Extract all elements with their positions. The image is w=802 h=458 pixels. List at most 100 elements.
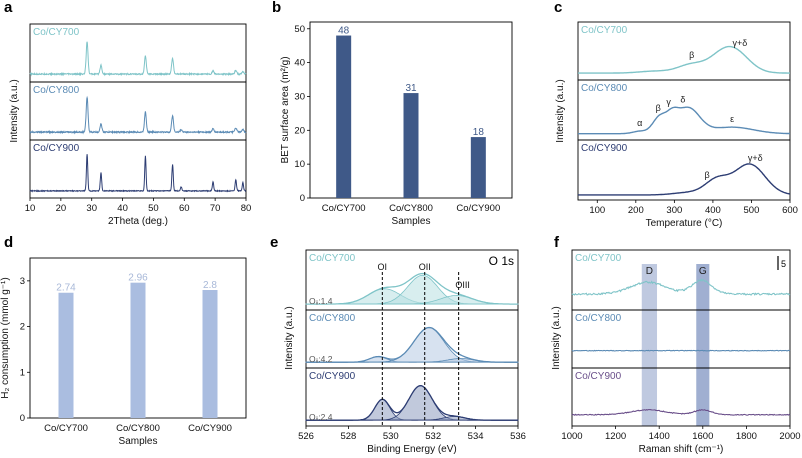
e-component-peak (305, 385, 519, 421)
panel-f: D G Co/CY700 Co/CY800 Co/CY900 1000 1200 1400 16… (551, 234, 801, 455)
b-ytick-label: 20 (294, 125, 305, 136)
c-peak-annotation: β (705, 170, 710, 180)
c-peak-annotation: ε (730, 114, 734, 124)
f-xtick-label: 1600 (692, 431, 713, 442)
e-envelope-line (306, 326, 518, 363)
f-series-label: Co/CY700 (575, 253, 622, 264)
b-ytick-label: 40 (294, 58, 305, 69)
c-xtick-label: 300 (666, 205, 682, 216)
c-subplot-frame (577, 139, 791, 201)
f-ylabel: Intensity (a.u.) (551, 306, 562, 369)
c-peak-annotation: β (689, 50, 694, 60)
b-bar-value-label: 18 (473, 127, 485, 138)
d-bar-value-label: 2.74 (56, 283, 76, 294)
e-xtick-label: 536 (510, 431, 526, 442)
panel-a: Co/CY700 Co/CY800 Co/CY900 10 20 30 40 50 60 70 80… (4, 0, 251, 227)
b-bar-value-label: 31 (405, 83, 417, 94)
d-category-label: Co/CY900 (188, 423, 232, 434)
e-component-peak (305, 274, 519, 305)
panel-label-f: f (554, 234, 560, 251)
c-peak-annotation: γ (666, 97, 671, 107)
d-bar-value-label: 2.8 (203, 280, 217, 291)
a-series-line (29, 154, 247, 193)
panel-label-a: a (4, 0, 13, 16)
e-title: O 1s (489, 254, 514, 268)
panel-d: 0 1 2 3 2.74 Co/CY700 2.96 Co/CY800 2.8 Co/CY900 S… (0, 234, 247, 447)
b-bar (403, 93, 419, 198)
d-bar (202, 290, 218, 418)
e-xtick-label: 528 (340, 431, 356, 442)
c-xtick-label: 400 (705, 205, 721, 216)
a-series-label: Co/CY900 (33, 143, 80, 154)
d-bar-value-label: 2.96 (128, 273, 148, 284)
e-ratio-label: Oᵢᵢ:4.2 (309, 354, 333, 364)
e-xtick-label: 532 (425, 431, 441, 442)
f-xlabel: Raman shift (cm⁻¹) (639, 444, 724, 455)
e-ratio-label: Oᵢᵢ:2.4 (309, 412, 333, 422)
b-ytick-label: 30 (294, 91, 305, 102)
panel-label-b: b (272, 0, 281, 16)
a-xtick-label: 70 (210, 203, 221, 214)
b-bar (336, 35, 352, 199)
e-series-label: Co/CY900 (309, 371, 356, 382)
e-ratio-label: Oᵢᵢ:1.4 (309, 296, 333, 306)
a-xtick-label: 20 (56, 203, 67, 214)
c-xtick-label: 500 (744, 205, 760, 216)
b-ytick-label: 0 (300, 193, 305, 204)
f-xtick-label: 1200 (605, 431, 626, 442)
e-xtick-label: 534 (468, 431, 484, 442)
f-series-label: Co/CY800 (575, 313, 622, 324)
c-xtick-label: 600 (782, 205, 798, 216)
e-envelope-line (306, 272, 518, 305)
d-ytick-label: 0 (20, 413, 25, 424)
e-envelope-line (306, 385, 518, 421)
f-xtick-label: 2000 (779, 431, 800, 442)
c-peak-annotation: δ (680, 95, 685, 105)
a-series-label: Co/CY700 (33, 27, 80, 38)
c-peak-annotation: γ+δ (733, 38, 748, 48)
c-xtick-label: 200 (628, 205, 644, 216)
b-ytick-label: 50 (294, 24, 305, 35)
c-xtick-label: 100 (589, 205, 605, 216)
b-ytick-label: 10 (294, 159, 305, 170)
c-series-line (578, 45, 790, 74)
panel-e: Co/CY700 Oᵢᵢ:1.4 Co/CY800 Oᵢᵢ:4.2 Co/CY900 Oᵢ… (270, 234, 526, 455)
d-ytick-label: 3 (20, 276, 25, 287)
b-xlabel: Samples (392, 216, 431, 227)
b-category-label: Co/CY700 (322, 203, 366, 214)
a-xtick-label: 60 (179, 203, 190, 214)
f-series-label: Co/CY900 (575, 371, 622, 382)
e-series-label: Co/CY700 (309, 253, 356, 264)
b-bar (470, 137, 486, 198)
a-xlabel: 2Theta (deg.) (108, 216, 168, 227)
a-xtick-label: 80 (241, 203, 252, 214)
f-xtick-label: 1400 (649, 431, 670, 442)
b-category-label: Co/CY800 (389, 203, 433, 214)
a-series-line (29, 41, 247, 77)
c-ylabel: Intensity (a.u.) (555, 79, 566, 142)
a-ylabel: Intensity (a.u.) (9, 79, 20, 142)
f-xtick-label: 1000 (561, 431, 582, 442)
panel-label-e: e (270, 234, 278, 251)
d-ylabel: H₂ consumption (mmol g⁻¹) (0, 277, 11, 398)
a-xtick-label: 40 (117, 203, 128, 214)
f-series-line (571, 349, 791, 352)
c-series-label: Co/CY800 (581, 83, 628, 94)
band-G (696, 264, 710, 426)
c-peak-annotation: β (656, 103, 661, 113)
e-reference-label: OIII (455, 280, 470, 290)
d-category-label: Co/CY700 (44, 423, 88, 434)
a-xtick-label: 30 (86, 203, 97, 214)
e-subplot-frame (305, 367, 519, 427)
panel-b: 0 10 20 30 40 50 48 Co/CY700 31 Co/CY800 18 Co/CY90… (272, 0, 513, 227)
e-reference-label: OI (378, 262, 388, 272)
e-ylabel: Intensity (a.u.) (284, 306, 295, 369)
d-category-label: Co/CY800 (116, 423, 160, 434)
a-xtick-label: 50 (148, 203, 159, 214)
d-ytick-label: 2 (20, 322, 25, 333)
d-bar (130, 282, 146, 418)
a-subplot-frame (29, 139, 247, 199)
band-label: G (699, 266, 707, 277)
